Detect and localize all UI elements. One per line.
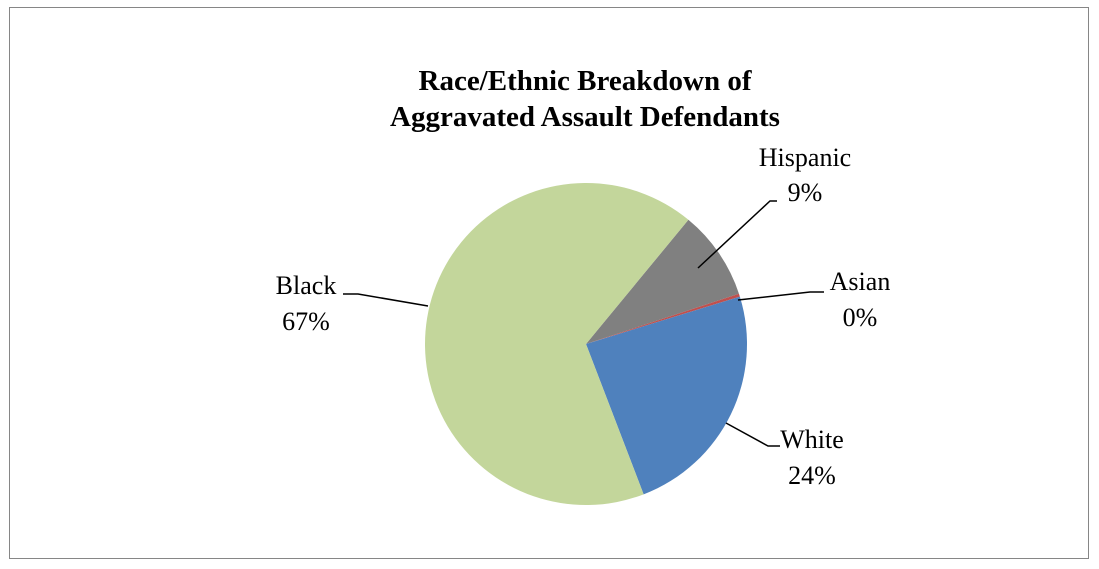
data-label-white-percent: 24% bbox=[788, 461, 836, 490]
chart-title-line-2: Aggravated Assault Defendants bbox=[390, 101, 780, 133]
data-label-hispanic-percent: 9% bbox=[788, 178, 823, 207]
leader-lines bbox=[343, 200, 824, 447]
data-label-asian-name: Asian bbox=[830, 267, 891, 296]
data-label-asian-percent: 0% bbox=[843, 303, 878, 332]
leader-line-white bbox=[725, 422, 780, 447]
leader-line-asian bbox=[737, 291, 824, 301]
leader-line-black bbox=[343, 293, 429, 307]
data-label-black-percent: 67% bbox=[282, 307, 330, 336]
chart-area: Race/Ethnic Breakdown of Aggravated Assa… bbox=[9, 7, 1089, 559]
leader-line-hispanic bbox=[697, 200, 777, 269]
chart-title-line-1: Race/Ethnic Breakdown of bbox=[419, 65, 752, 97]
data-labels: Hispanic 9% Asian 0% White 24% Black 67% bbox=[276, 143, 891, 490]
data-label-white-name: White bbox=[780, 425, 844, 454]
pie-slice-asian bbox=[586, 293, 740, 344]
data-label-black-name: Black bbox=[276, 271, 337, 300]
pie-slice-hispanic bbox=[586, 219, 739, 344]
data-label-hispanic-name: Hispanic bbox=[759, 143, 851, 172]
pie-slices bbox=[425, 183, 748, 506]
pie-slice-black bbox=[425, 183, 689, 506]
pie-chart: Race/Ethnic Breakdown of Aggravated Assa… bbox=[276, 65, 891, 506]
pie-slice-white bbox=[586, 296, 748, 495]
